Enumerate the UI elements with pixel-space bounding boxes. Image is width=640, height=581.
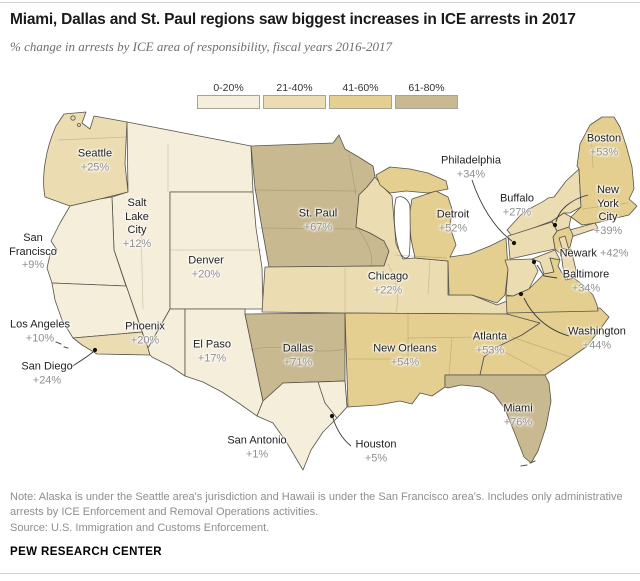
dot-baltimore [531,259,537,265]
top-divider [0,2,640,3]
region-seattle [43,111,129,207]
chart-source: Source: U.S. Immigration and Customs Enf… [10,522,270,534]
region-san-francisco [46,196,127,287]
leader-houston [332,417,352,447]
region-baltimore-delmarva [560,248,577,286]
region-houston [317,380,348,419]
legend-item-61-80%: 61-80% [395,82,458,109]
legend-swatch [197,95,260,109]
region-boston [570,116,638,226]
dot-new-york-city [552,222,558,228]
legend-item-41-60%: 41-60% [329,82,392,109]
dot-houston [329,413,335,419]
region-seattle-island [70,115,76,121]
coastal-islets [55,341,536,467]
chart-note: Note: Alaska is under the Seattle area's… [10,491,623,518]
leader-philadelphia [471,179,513,242]
us-choropleth-map: Seattle +25% Salt Lake City +12% San Francisco +… [0,110,640,485]
leader-washington [523,297,570,337]
legend: 0-20% 21-40% 41-60% 61-80% [197,82,461,109]
legend-label: 0-20% [213,82,244,94]
leader-baltimore [536,264,558,279]
chart-title: Miami, Dallas and St. Paul regions saw b… [10,11,576,28]
region-washington [505,257,599,314]
legend-label: 21-40% [276,82,313,94]
region-el-paso [184,308,264,417]
legend-label: 41-60% [342,82,379,94]
legend-label: 61-80% [408,82,445,94]
leader-lines [70,179,589,447]
dot-washington [518,291,524,297]
chart-subtitle: % change in arrests by ICE area of respo… [10,39,393,54]
region-seattle-island2 [77,123,81,127]
region-miami [444,374,552,464]
region-philadelphia-pa [507,221,558,260]
dot-philadelphia [511,240,517,246]
region-los-angeles [51,282,143,339]
region-denver [169,191,264,310]
state-boundaries [57,129,629,376]
dot-san-diego [92,347,98,353]
pew-research-center-wordmark: PEW RESEARCH CENTER [10,546,163,558]
leader-san-diego [70,351,94,368]
region-detroit-upper-peninsula [375,166,449,194]
legend-swatch [263,95,326,109]
region-detroit [408,190,509,304]
lake-michigan [393,196,411,259]
legend-item-0-20%: 0-20% [197,82,260,109]
legend-item-21-40%: 21-40% [263,82,326,109]
map-regions [43,111,638,471]
legend-swatch [329,95,392,109]
legend-swatch [395,95,458,109]
leader-new-york-city [555,194,589,223]
region-buffalo [506,168,582,237]
map-svg [43,111,638,471]
bottom-divider [0,573,640,574]
